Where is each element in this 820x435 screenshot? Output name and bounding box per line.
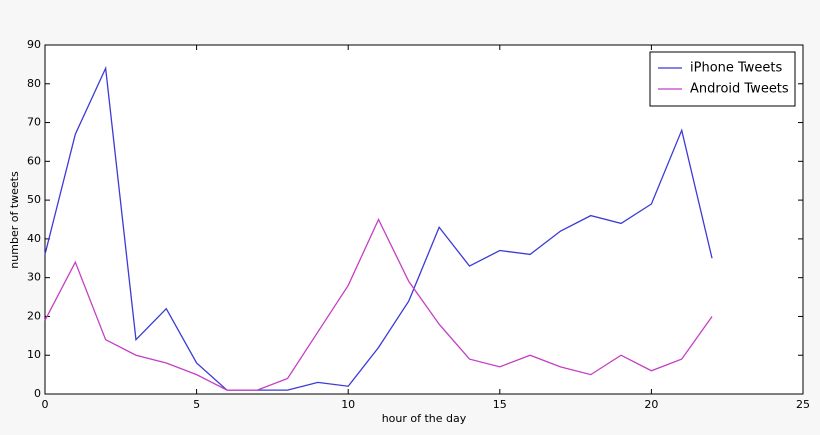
series-line xyxy=(44,217,713,391)
y-tick-label: 40 xyxy=(27,232,41,245)
x-tick-label: 0 xyxy=(42,398,49,411)
series-line xyxy=(44,65,713,391)
y-axis-label: number of tweets xyxy=(8,171,21,269)
y-tick-label: 50 xyxy=(27,193,41,206)
y-tick-label: 60 xyxy=(27,154,41,167)
x-tick-label: 10 xyxy=(341,398,355,411)
y-tick-label: 90 xyxy=(27,38,41,51)
y-tick-label: 80 xyxy=(27,77,41,90)
x-tick-label: 5 xyxy=(193,398,200,411)
y-tick-label: 0 xyxy=(34,387,41,400)
x-tick-label: 20 xyxy=(644,398,658,411)
y-tick-label: 10 xyxy=(27,348,41,361)
y-tick-label: 70 xyxy=(27,116,41,129)
x-tick-label: 15 xyxy=(493,398,507,411)
x-axis-label: hour of the day xyxy=(382,412,467,425)
legend-label: iPhone Tweets xyxy=(690,61,783,76)
y-tick-label: 20 xyxy=(27,309,41,322)
legend-label: Android Tweets xyxy=(690,82,789,97)
legend-box xyxy=(649,51,796,107)
y-tick-label: 30 xyxy=(27,271,41,284)
x-tick-label: 25 xyxy=(796,398,810,411)
